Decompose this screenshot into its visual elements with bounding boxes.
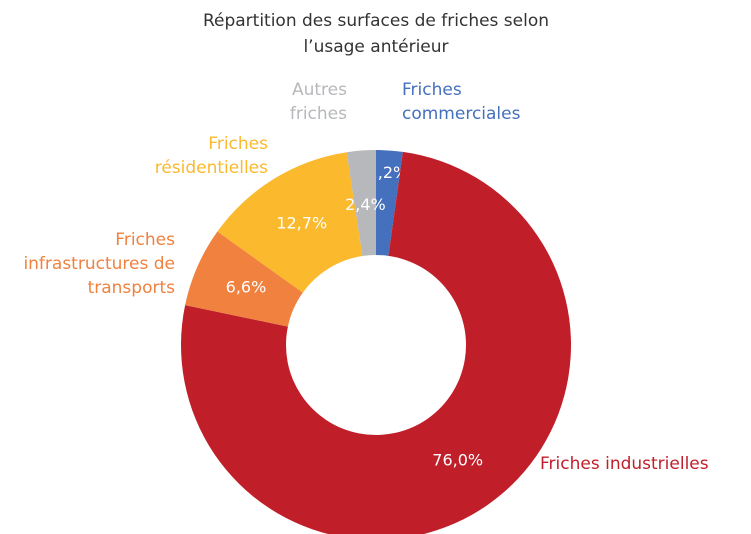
- donut-segment: [376, 150, 403, 256]
- category-label: Friches résidentielles: [154, 134, 268, 178]
- donut-segment: [181, 151, 571, 534]
- donut-segment: [217, 152, 363, 293]
- category-label: Friches industrielles: [540, 454, 709, 474]
- data-label: 2,4%: [345, 195, 386, 214]
- category-label: Autres friches: [289, 80, 347, 124]
- data-label: 2,2%: [368, 163, 409, 182]
- donut-segment: [346, 150, 376, 257]
- data-label: 6,6%: [226, 277, 267, 296]
- chart-title: Répartition des surfaces de friches selo…: [202, 11, 550, 57]
- category-label: Friches infrastructures de transports: [23, 230, 175, 298]
- category-label: Friches commerciales: [402, 80, 521, 124]
- data-label: 76,0%: [432, 451, 483, 470]
- data-label: 12,7%: [276, 213, 327, 232]
- donut-segment: [185, 231, 303, 327]
